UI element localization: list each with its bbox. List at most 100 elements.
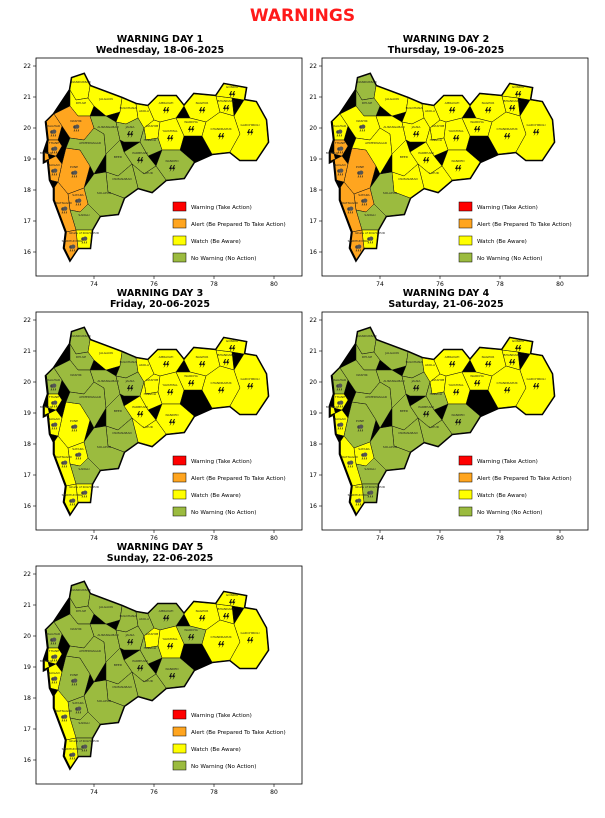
- legend-label: Alert (Be Prepared To Take Action): [191, 730, 286, 736]
- y-tick-label: 21: [309, 348, 317, 355]
- legend-label: Warning (Take Action): [477, 205, 538, 211]
- x-tick-label: 78: [496, 281, 504, 288]
- thunderstorm-icon: [413, 385, 420, 392]
- y-tick-label: 17: [23, 726, 31, 733]
- heavy-rain-icon: [367, 236, 374, 244]
- legend-swatch: [458, 489, 473, 500]
- district-label: RAIGAD: [334, 417, 346, 421]
- district-label: YAVATMAL: [162, 637, 178, 641]
- thunderstorm-icon: [163, 361, 170, 368]
- legend-label: Watch (Be Aware): [191, 493, 241, 499]
- district-label: CHANDRAPUR: [210, 381, 231, 385]
- legend-label: Warning (Take Action): [191, 713, 252, 719]
- district-label: THANE: [334, 395, 345, 399]
- thunderstorm-icon: [423, 411, 430, 418]
- thunderstorm-icon: [188, 126, 195, 133]
- thunderstorm-icon: [455, 419, 462, 426]
- district-label: SINDHUDURG: [62, 493, 83, 497]
- y-tick-label: 16: [23, 249, 31, 256]
- district-label: PUNE: [70, 165, 78, 169]
- district-label: GONDIA: [512, 339, 525, 343]
- day-date: Wednesday, 18-06-2025: [95, 45, 225, 56]
- x-tick-label: 74: [90, 789, 98, 796]
- district-label: PARBHANI: [418, 405, 433, 409]
- heavy-rain-icon: [51, 676, 58, 684]
- district-label: SOLAPUR: [97, 191, 111, 195]
- district-label: OSMANABAD: [398, 177, 418, 181]
- heavy-rain-icon: [71, 424, 78, 432]
- y-tick-label: 17: [23, 218, 31, 225]
- district-area: [65, 381, 107, 429]
- legend-label: No Warning (No Action): [477, 256, 542, 262]
- map-figure: 74 76 78 80 22 21 20 19 18 17 16 NANDURBAR DHULE JALG…: [309, 311, 589, 542]
- thunderstorm-icon: [449, 361, 456, 368]
- y-tick-label: 21: [23, 348, 31, 355]
- district-label: JALGAON: [384, 351, 399, 355]
- district-label: THANE: [334, 141, 345, 145]
- thunderstorm-icon: [137, 665, 144, 672]
- district-label: MUMBAI: [326, 151, 338, 155]
- district-label: LATUR: [143, 171, 153, 175]
- thunderstorm-icon: [188, 634, 195, 641]
- heavy-rain-icon: [69, 498, 76, 506]
- y-tick-label: 20: [23, 125, 31, 132]
- x-tick-label: 80: [270, 281, 278, 288]
- district-label: AURANGABAD: [97, 633, 119, 637]
- district-label: PALGHAR: [46, 124, 60, 128]
- district-label: LATUR: [143, 679, 153, 683]
- district-label: DHULE: [76, 609, 86, 613]
- district-label: Ghats of KOLHAPUR: [69, 485, 99, 489]
- heavy-rain-icon: [336, 129, 343, 137]
- district-label: NAGPUR: [196, 101, 209, 105]
- district-label: BULDHANA: [120, 360, 138, 364]
- district-label: LATUR: [429, 171, 439, 175]
- district-label: NASHIK: [356, 373, 368, 377]
- district-label: PARBHANI: [132, 151, 147, 155]
- district-label: CHANDRAPUR: [210, 635, 231, 639]
- thunderstorm-icon: [474, 380, 481, 387]
- thunderstorm-icon: [167, 135, 174, 142]
- district-label: WASHIM: [432, 124, 445, 128]
- legend-label: Alert (Be Prepared To Take Action): [477, 476, 572, 482]
- thunderstorm-icon: [163, 615, 170, 622]
- legend: Warning (Take Action) Alert (Be Prepared …: [172, 709, 286, 771]
- district-label: NAGPUR: [482, 355, 495, 359]
- district-label: PALGHAR: [332, 378, 346, 382]
- thunderstorm-icon: [449, 107, 456, 114]
- district-label: GADCHIROLI: [527, 123, 546, 127]
- heavy-rain-icon: [337, 422, 344, 430]
- district-label: RATNAGIRI: [56, 455, 72, 459]
- legend-label: Warning (Take Action): [191, 205, 252, 211]
- district-label: THANE: [48, 395, 59, 399]
- district-label: BHANDARA: [218, 99, 236, 103]
- district-label: DHULE: [76, 101, 86, 105]
- heavy-rain-icon: [71, 678, 78, 686]
- district-area: [351, 127, 393, 175]
- y-tick-label: 21: [23, 602, 31, 609]
- district-label: AKOLA: [139, 109, 150, 113]
- district-label: WARDHA: [470, 120, 485, 124]
- district-label: GADCHIROLI: [241, 631, 260, 635]
- thunderstorm-icon: [137, 411, 144, 418]
- district-label: PALGHAR: [46, 378, 60, 382]
- district-label: BHANDARA: [218, 607, 236, 611]
- heavy-rain-icon: [50, 129, 57, 137]
- district-label: SOLAPUR: [97, 445, 111, 449]
- district-label: NANDURBAR: [71, 80, 90, 84]
- heavy-rain-icon: [361, 452, 368, 460]
- thunderstorm-icon: [485, 361, 492, 368]
- thunderstorm-icon: [223, 613, 230, 620]
- district-label: PARBHANI: [132, 659, 147, 663]
- y-tick-label: 22: [23, 317, 31, 324]
- district-label: SANGLI: [78, 721, 89, 725]
- district-label: OSMANABAD: [112, 685, 132, 689]
- heavy-rain-icon: [50, 383, 57, 391]
- page-title: WARNINGS: [249, 6, 356, 26]
- district-label: PALGHAR: [332, 124, 346, 128]
- legend-swatch: [172, 218, 187, 229]
- district-label: NASHIK: [70, 119, 82, 123]
- district-label: SANGLI: [364, 467, 375, 471]
- district-label: PUNE: [70, 673, 78, 677]
- district-label: LATUR: [143, 425, 153, 429]
- heavy-rain-icon: [51, 168, 58, 176]
